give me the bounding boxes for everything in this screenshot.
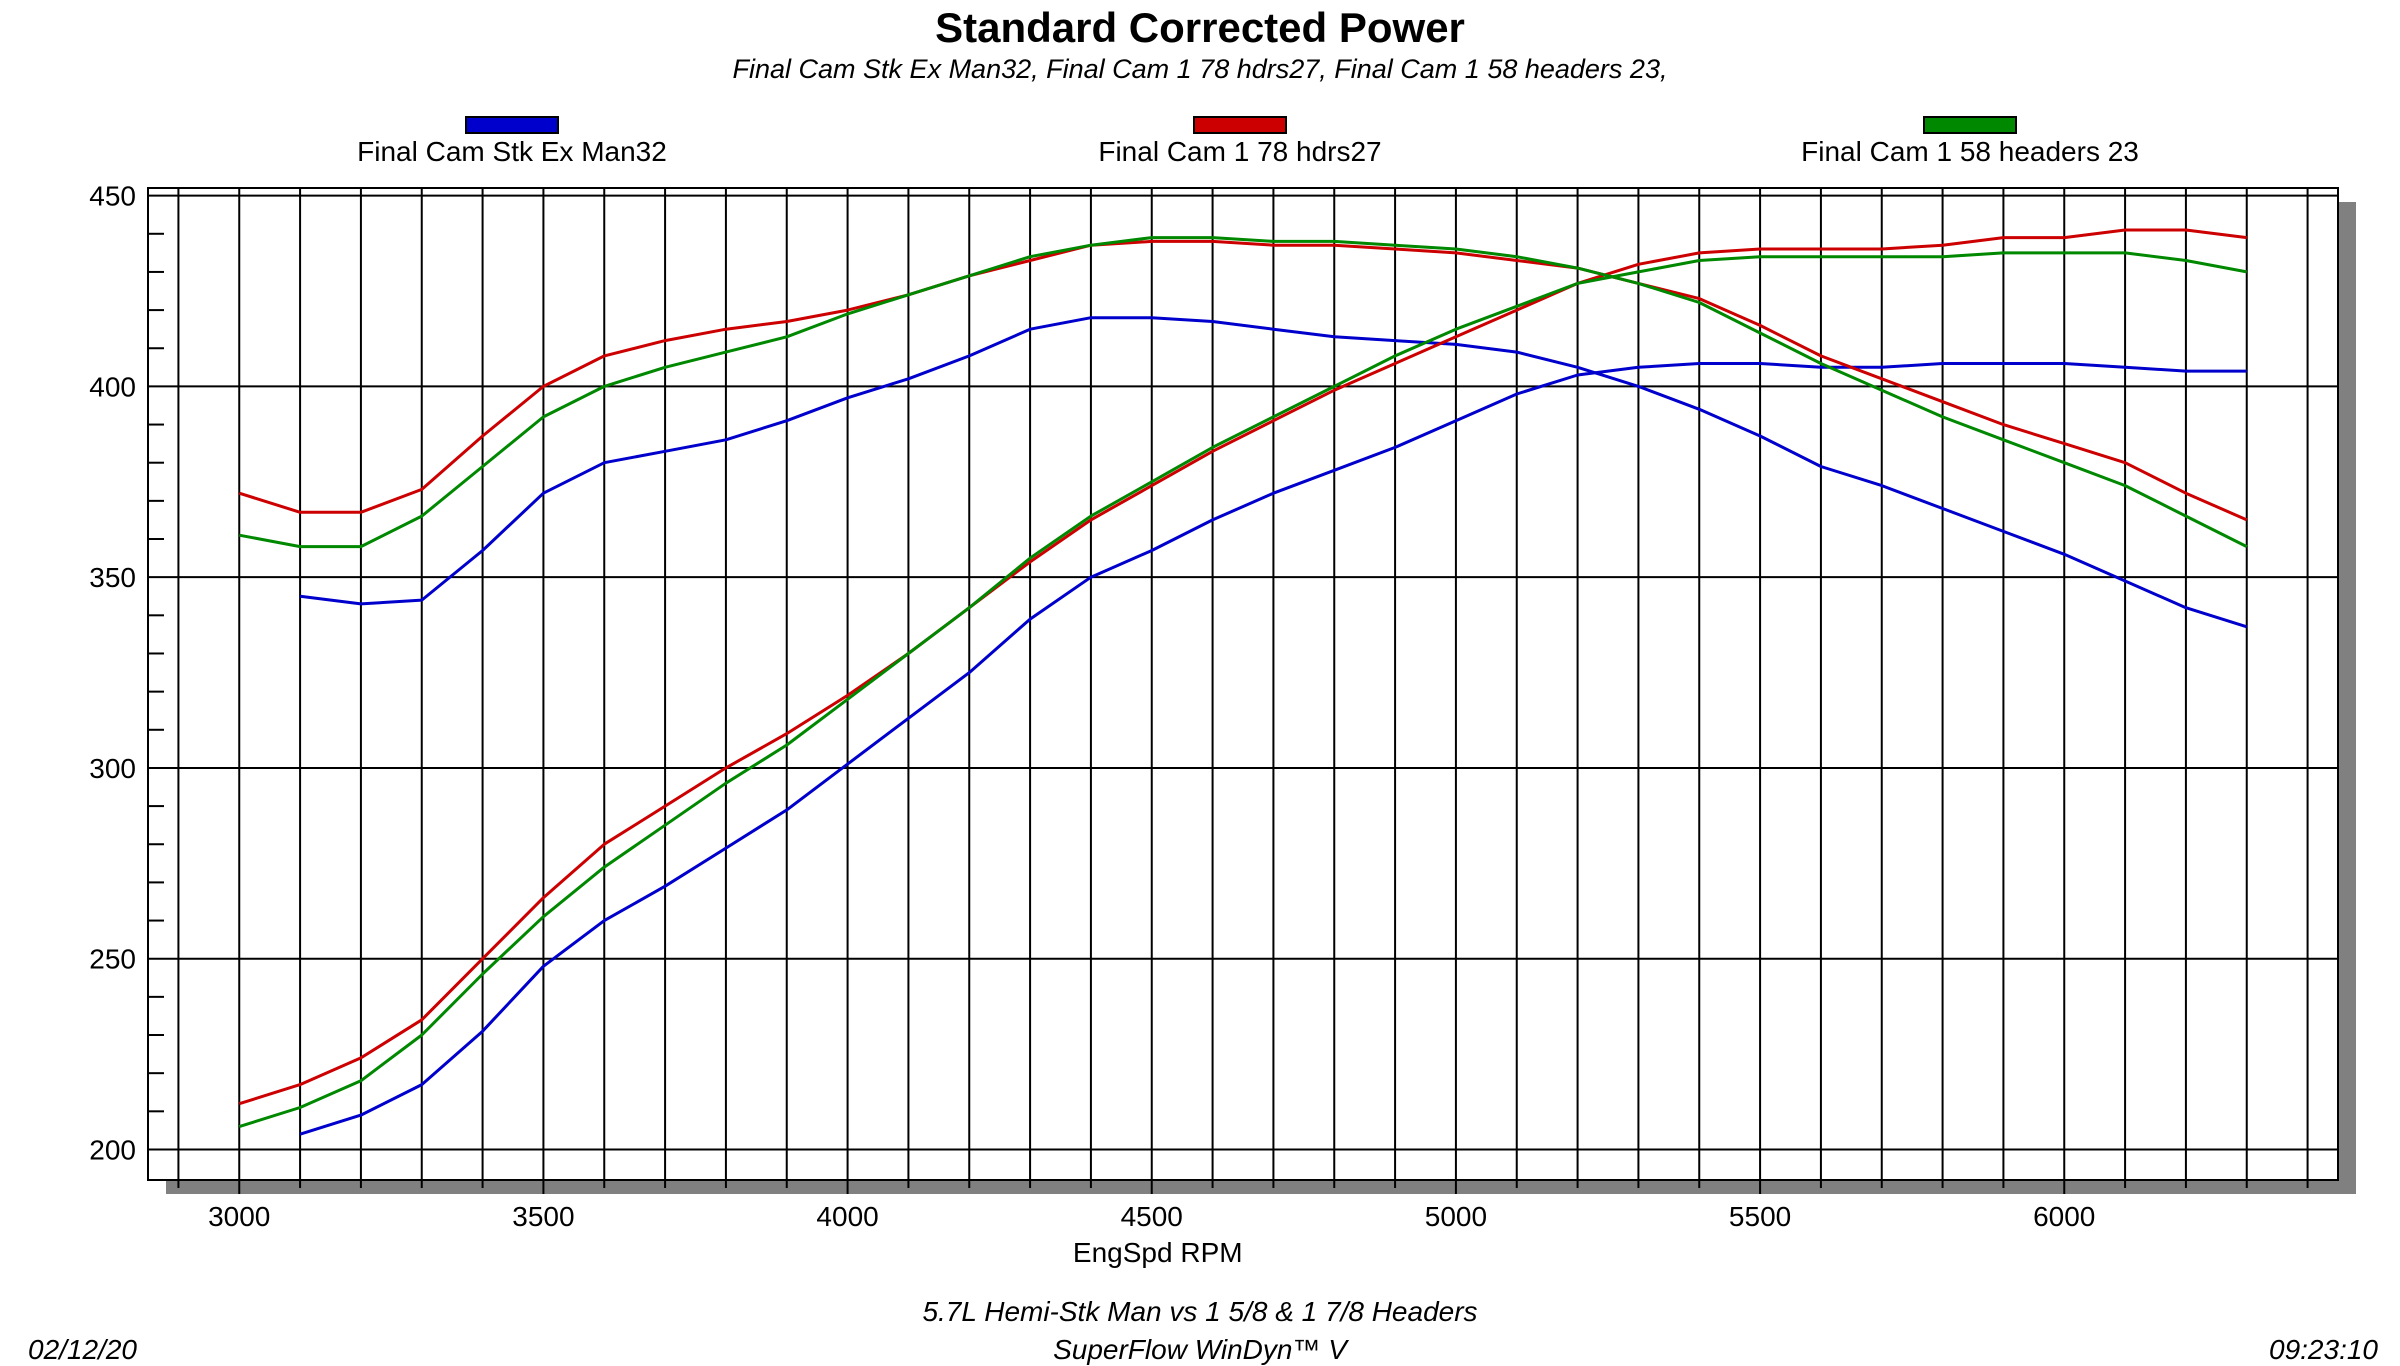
legend-item-1-78-hdrs27: Final Cam 1 78 hdrs27 xyxy=(940,116,1540,168)
legend-label: Final Cam 1 58 headers 23 xyxy=(1801,136,2139,167)
x-tick-label: 5000 xyxy=(1425,1201,1487,1232)
grid-layer xyxy=(148,188,2338,1194)
x-tick-label: 3000 xyxy=(208,1201,270,1232)
legend-swatch-blue xyxy=(465,116,559,134)
x-tick-label: 4000 xyxy=(816,1201,878,1232)
y-tick-label: 250 xyxy=(89,944,136,975)
series-line-power-2 xyxy=(238,251,2248,1129)
x-tick-label: 4500 xyxy=(1121,1201,1183,1232)
x-tick-label: 6000 xyxy=(2033,1201,2095,1232)
series-layer xyxy=(238,228,2248,1136)
y-tick-label: 300 xyxy=(89,753,136,784)
series-line-torque-2 xyxy=(239,236,2248,549)
series-line-torque-1 xyxy=(238,239,2248,522)
footer-time: 09:23:10 xyxy=(2269,1334,2378,1365)
tick-layer: 200 250 300 350 400 450 3000 3500 4000 4500 5000 55… xyxy=(89,181,2095,1232)
plot-area xyxy=(147,187,2339,1181)
x-tick-label: 5500 xyxy=(1729,1201,1791,1232)
y-tick-label: 200 xyxy=(89,1134,136,1165)
x-axis-label: EngSpd RPM xyxy=(1073,1237,1243,1268)
y-tick-label: 350 xyxy=(89,562,136,593)
series-line-power-0 xyxy=(299,362,2247,1136)
legend-item-stk-ex-man32: Final Cam Stk Ex Man32 xyxy=(212,116,812,168)
legend-swatch-red xyxy=(1193,116,1287,134)
series-line-torque-0 xyxy=(299,316,2248,629)
y-tick-label: 450 xyxy=(89,181,136,212)
legend-label: Final Cam Stk Ex Man32 xyxy=(357,136,667,167)
y-tick-label: 400 xyxy=(89,371,136,402)
legend-label: Final Cam 1 78 hdrs27 xyxy=(1098,136,1382,167)
legend-item-1-58-headers23: Final Cam 1 58 headers 23 xyxy=(1670,116,2270,168)
footer-description: 5.7L Hemi-Stk Man vs 1 5/8 & 1 7/8 Heade… xyxy=(922,1296,1478,1327)
series-line-power-1 xyxy=(238,228,2247,1106)
chart-subtitle: Final Cam Stk Ex Man32, Final Cam 1 78 h… xyxy=(732,54,1668,84)
footer-software: SuperFlow WinDyn™ V xyxy=(1053,1334,1347,1365)
x-tick-label: 3500 xyxy=(512,1201,574,1232)
chart-title: Standard Corrected Power xyxy=(935,4,1465,51)
footer-date: 02/12/20 xyxy=(28,1334,137,1365)
legend-swatch-green xyxy=(1923,116,2017,134)
